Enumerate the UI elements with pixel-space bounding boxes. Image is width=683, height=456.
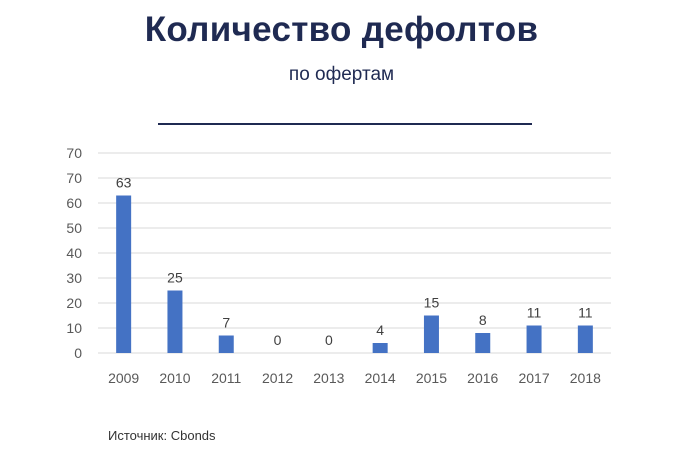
data-label-2010: 25 xyxy=(167,270,183,286)
x-tick-label-2013: 2013 xyxy=(313,370,344,386)
chart-title: Количество дефолтов xyxy=(144,10,539,49)
source-note: Источник: Cbonds xyxy=(108,428,216,443)
bar-2018 xyxy=(577,325,593,353)
x-tick-label-2014: 2014 xyxy=(365,370,396,386)
data-label-2014: 4 xyxy=(376,322,384,338)
data-label-2016: 8 xyxy=(479,312,487,328)
y-tick-label: 50 xyxy=(66,220,82,236)
y-tick-label: 30 xyxy=(66,270,82,286)
x-tick-label-2011: 2011 xyxy=(211,370,241,386)
data-label-2017: 11 xyxy=(527,305,542,321)
bar-2014 xyxy=(372,343,388,353)
x-tick-label-2009: 2009 xyxy=(108,370,139,386)
x-tick-label-2017: 2017 xyxy=(518,370,549,386)
x-tick-label-2016: 2016 xyxy=(467,370,498,386)
y-tick-label: 10 xyxy=(66,320,82,336)
data-label-2011: 7 xyxy=(222,315,230,331)
y-tick-label: 70 xyxy=(66,145,82,161)
title-divider xyxy=(158,123,532,125)
chart-subtitle: по офертам xyxy=(288,64,395,85)
bar-2010 xyxy=(167,290,183,353)
data-label-2009: 63 xyxy=(116,175,132,191)
x-tick-label-2012: 2012 xyxy=(262,370,293,386)
bar-2011 xyxy=(218,335,234,353)
bar-2016 xyxy=(475,333,491,353)
x-tick-label-2010: 2010 xyxy=(159,370,190,386)
data-label-2013: 0 xyxy=(325,332,333,348)
bar-2015 xyxy=(423,315,439,353)
y-tick-label: 20 xyxy=(66,295,82,311)
data-label-2012: 0 xyxy=(274,332,282,348)
x-tick-label-2018: 2018 xyxy=(570,370,601,386)
y-tick-label: 40 xyxy=(66,245,82,261)
x-tick-label-2015: 2015 xyxy=(416,370,447,386)
bar-2009 xyxy=(116,195,132,353)
data-label-2015: 15 xyxy=(424,295,440,311)
bar-2017 xyxy=(526,325,542,353)
y-tick-label: 60 xyxy=(66,195,82,211)
y-tick-label: 0 xyxy=(74,345,82,361)
data-label-2018: 11 xyxy=(578,305,593,321)
y-tick-label: 70 xyxy=(66,170,82,186)
